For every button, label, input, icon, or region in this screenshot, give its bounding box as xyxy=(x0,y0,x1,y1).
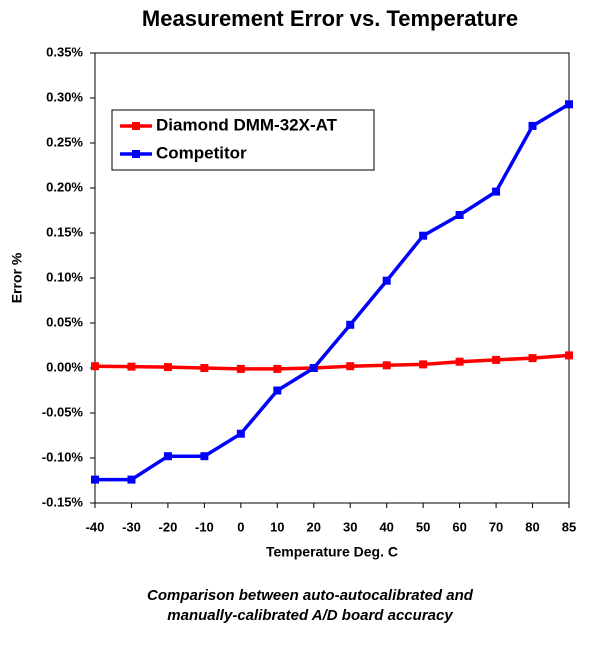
data-point xyxy=(91,362,99,371)
legend-label: Competitor xyxy=(156,143,247,162)
data-point xyxy=(127,475,136,484)
x-tick-label: -10 xyxy=(195,519,214,534)
x-tick-label: 30 xyxy=(343,519,357,534)
data-point xyxy=(309,364,318,372)
legend-box xyxy=(111,109,375,171)
x-tick-label: 85 xyxy=(562,519,576,534)
x-tick-label: -20 xyxy=(159,519,178,534)
data-point xyxy=(455,357,464,366)
y-tick-label: 0.00% xyxy=(46,359,83,374)
x-axis-label: Temperature Deg. C xyxy=(266,544,398,560)
data-point xyxy=(200,452,209,461)
data-point xyxy=(236,429,245,438)
data-point xyxy=(163,363,172,372)
x-tick-label: 70 xyxy=(489,519,503,534)
data-point xyxy=(346,362,355,371)
caption: Comparison between auto-autocalibrated a… xyxy=(147,587,474,604)
chart-title: Measurement Error vs. Temperature xyxy=(142,6,518,31)
x-tick-label: 10 xyxy=(270,519,284,534)
series-line xyxy=(95,102,570,482)
data-point xyxy=(492,187,501,196)
y-tick-label: 0.20% xyxy=(46,179,83,194)
y-tick-label: 0.30% xyxy=(46,89,83,104)
y-tick-label: -0.10% xyxy=(42,449,84,464)
data-point xyxy=(528,121,537,130)
data-point xyxy=(273,364,282,373)
data-point xyxy=(273,386,282,395)
data-point xyxy=(419,360,428,369)
x-tick-label: 60 xyxy=(452,519,466,534)
x-tick-label: 0 xyxy=(237,519,244,534)
data-point xyxy=(565,351,573,360)
y-tick-label: -0.05% xyxy=(42,404,84,419)
data-point xyxy=(382,361,391,370)
x-tick-label: 80 xyxy=(525,519,539,534)
x-tick-label: 40 xyxy=(379,519,393,534)
series-line xyxy=(94,353,570,371)
y-tick-label: 0.10% xyxy=(46,269,83,284)
data-point xyxy=(346,320,355,329)
y-tick-label: 0.05% xyxy=(46,314,83,329)
x-tick-label: -30 xyxy=(122,519,141,534)
legend-marker xyxy=(132,150,140,158)
legend-label: Diamond DMM-32X-AT xyxy=(156,115,338,134)
y-tick-label: -0.15% xyxy=(42,494,84,509)
data-point xyxy=(565,100,573,109)
data-point xyxy=(127,362,136,371)
x-tick-label: 20 xyxy=(307,519,321,534)
data-point xyxy=(492,355,501,364)
caption: manually-calibrated A/D board accuracy xyxy=(167,607,453,624)
data-point xyxy=(455,211,464,219)
data-point xyxy=(382,276,391,285)
y-tick-label: 0.25% xyxy=(46,134,83,149)
data-point xyxy=(163,452,172,461)
data-point xyxy=(91,475,99,484)
y-tick-label: 0.35% xyxy=(46,44,83,59)
data-point xyxy=(200,364,209,372)
data-point xyxy=(528,354,537,363)
x-tick-label: 50 xyxy=(416,519,430,534)
y-axis-label: Error % xyxy=(9,252,25,303)
x-tick-label: -40 xyxy=(86,519,105,534)
data-point xyxy=(236,364,245,373)
legend-marker xyxy=(132,122,140,130)
data-point xyxy=(419,231,428,240)
y-tick-label: 0.15% xyxy=(46,224,83,239)
